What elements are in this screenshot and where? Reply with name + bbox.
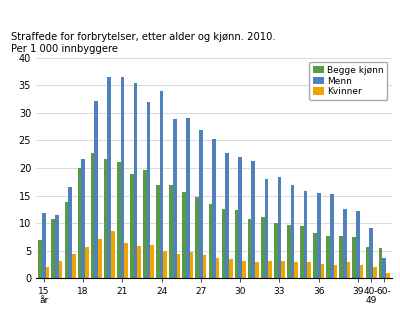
Bar [212,139,216,278]
Bar [360,265,364,278]
Legend: Begge kjønn, Menn, Kvinner: Begge kjønn, Menn, Kvinner [309,62,388,100]
Bar [352,237,356,278]
Bar [334,265,337,278]
Bar [252,161,255,278]
Bar [72,253,76,278]
Text: Straffede for forbrytelser, etter alder og kjønn. 2010.
Per 1 000 innbyggere: Straffede for forbrytelser, etter alder … [11,32,276,54]
Bar [304,191,308,278]
Bar [317,193,320,278]
Bar [130,173,134,278]
Bar [274,223,278,278]
Bar [225,153,229,278]
Bar [208,204,212,278]
Bar [52,219,55,278]
Bar [199,130,203,278]
Bar [91,153,94,278]
Bar [216,258,220,278]
Bar [339,236,343,278]
Bar [196,197,199,278]
Bar [59,261,62,278]
Bar [94,101,98,278]
Bar [278,177,281,278]
Bar [117,163,120,278]
Bar [382,258,386,278]
Bar [68,187,72,278]
Bar [111,231,115,278]
Bar [120,77,124,278]
Bar [104,159,108,278]
Bar [160,91,164,278]
Bar [313,233,317,278]
Bar [366,247,369,278]
Bar [242,261,246,278]
Bar [85,247,89,278]
Bar [190,252,193,278]
Bar [55,215,59,278]
Bar [38,240,42,278]
Bar [156,185,160,278]
Bar [281,261,285,278]
Bar [164,251,167,278]
Bar [42,213,46,278]
Bar [287,225,291,278]
Bar [356,211,360,278]
Bar [294,262,298,278]
Bar [386,273,390,278]
Bar [124,243,128,278]
Bar [235,210,238,278]
Bar [248,219,252,278]
Bar [343,209,347,278]
Bar [379,248,382,278]
Bar [150,245,154,278]
Bar [78,168,81,278]
Bar [229,259,232,278]
Bar [347,262,350,278]
Bar [268,261,272,278]
Bar [186,118,190,278]
Bar [169,185,173,278]
Bar [64,202,68,278]
Bar [369,228,373,278]
Bar [81,159,85,278]
Bar [203,255,206,278]
Bar [330,194,334,278]
Bar [320,264,324,278]
Bar [176,253,180,278]
Bar [238,157,242,278]
Bar [261,217,264,278]
Bar [255,262,259,278]
Bar [308,262,311,278]
Bar [137,246,141,278]
Bar [373,267,376,278]
Bar [326,236,330,278]
Bar [46,268,49,278]
Bar [291,185,294,278]
Bar [98,239,102,278]
Bar [147,102,150,278]
Bar [134,83,137,278]
Bar [222,209,225,278]
Bar [182,192,186,278]
Bar [300,226,304,278]
Bar [173,119,176,278]
Bar [143,170,147,278]
Bar [264,179,268,278]
Bar [108,77,111,278]
